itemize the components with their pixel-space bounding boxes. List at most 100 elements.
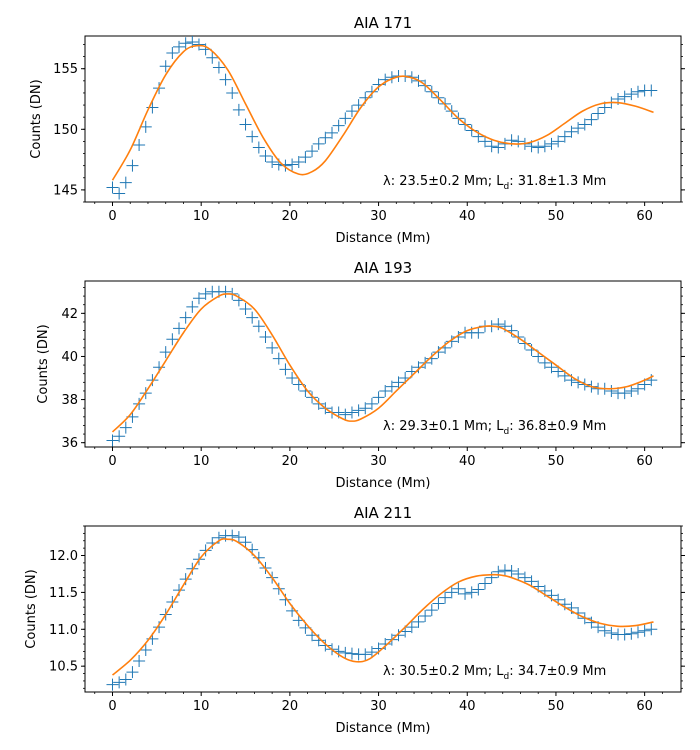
y-tick-label: 10.5 — [49, 660, 78, 675]
data-point — [119, 176, 132, 189]
data-point — [339, 646, 352, 659]
x-tick-label: 30 — [370, 209, 387, 224]
data-point — [625, 88, 638, 101]
data-point — [365, 85, 378, 98]
data-point — [645, 84, 658, 97]
data-point — [119, 421, 132, 434]
data-point — [465, 586, 478, 599]
data-point — [545, 137, 558, 150]
data-point — [126, 159, 139, 172]
data-point — [392, 629, 405, 642]
data-point — [279, 363, 292, 376]
x-tick-label: 20 — [282, 699, 299, 714]
data-point — [139, 120, 152, 133]
data-point — [379, 638, 392, 651]
data-point — [232, 531, 245, 544]
data-point — [625, 384, 638, 397]
data-point — [505, 565, 518, 578]
data-point — [232, 103, 245, 116]
fit-line — [111, 538, 654, 676]
fit-line — [111, 293, 654, 433]
data-point — [239, 536, 252, 549]
data-point — [512, 135, 525, 148]
data-point — [518, 337, 531, 350]
y-tick-label: 42 — [61, 307, 78, 322]
data-point — [332, 119, 345, 132]
data-point — [319, 639, 332, 652]
annotation-prefix: λ: 23.5±0.2 Mm; L — [383, 174, 504, 189]
data-point — [532, 141, 545, 154]
x-axis-label: Distance (Mm) — [336, 476, 431, 491]
x-tick-label: 40 — [459, 454, 476, 469]
data-point — [292, 156, 305, 169]
x-axis-label: Distance (Mm) — [336, 721, 431, 736]
data-point — [319, 131, 332, 144]
data-point — [173, 322, 186, 335]
data-point — [306, 145, 319, 158]
data-point — [538, 140, 551, 153]
panel-1: AIA 171 0 10 20 30 40 50 60 145 150 155 Distance (M… — [29, 14, 685, 246]
chart-title: AIA 193 — [354, 259, 412, 277]
data-point — [192, 292, 205, 305]
data-point — [459, 587, 472, 600]
data-point — [212, 61, 225, 74]
data-point — [252, 141, 265, 154]
data-point — [638, 624, 651, 637]
chart-title: AIA 211 — [354, 504, 412, 522]
data-point — [166, 333, 179, 346]
data-point — [618, 387, 631, 400]
data-point — [192, 38, 205, 51]
y-tick-label: 38 — [61, 393, 78, 408]
data-point — [352, 404, 365, 417]
data-point — [286, 158, 299, 171]
data-point — [339, 408, 352, 421]
data-point — [379, 384, 392, 397]
fit-parameters-annotation: λ: 30.5±0.2 Mm; Ld: 34.7±0.9 Mm — [383, 664, 606, 682]
x-tick-label: 20 — [282, 209, 299, 224]
data-point — [106, 181, 119, 194]
data-point — [272, 582, 285, 595]
data-point — [498, 564, 511, 577]
x-axis-label: Distance (Mm) — [336, 231, 431, 246]
data-point — [631, 626, 644, 639]
data-point — [345, 105, 358, 118]
data-point — [425, 604, 438, 617]
data-point — [492, 565, 505, 578]
data-point — [186, 300, 199, 313]
annotation-prefix: λ: 29.3±0.1 Mm; L — [383, 419, 504, 434]
data-point — [485, 140, 498, 153]
data-point — [312, 634, 325, 647]
data-point — [133, 655, 146, 668]
data-point — [452, 582, 465, 595]
data-point — [405, 621, 418, 634]
data-point — [565, 125, 578, 138]
data-point — [239, 303, 252, 316]
y-tick-label: 145 — [53, 183, 78, 198]
data-point — [425, 352, 438, 365]
data-point — [625, 627, 638, 640]
data-point — [631, 382, 644, 395]
data-point — [226, 86, 239, 99]
data-point — [252, 320, 265, 333]
data-point — [445, 335, 458, 348]
data-point — [266, 156, 279, 169]
data-point — [126, 666, 139, 679]
panel-3: AIA 211 0 10 20 30 40 50 60 10.5 11.0 11.5 12.0 Dist… — [24, 504, 685, 736]
data-point — [139, 643, 152, 656]
data-point — [538, 356, 551, 369]
x-tick-label: 50 — [548, 699, 565, 714]
x-tick-label: 60 — [636, 699, 653, 714]
data-point — [512, 567, 525, 580]
fit-parameters-annotation: λ: 23.5±0.2 Mm; Ld: 31.8±1.3 Mm — [383, 174, 606, 192]
data-point — [645, 623, 658, 636]
y-tick-label: 155 — [53, 62, 78, 77]
data-point — [266, 341, 279, 354]
data-point — [385, 380, 398, 393]
data-point — [545, 361, 558, 374]
data-point — [246, 130, 259, 143]
x-tick-label: 50 — [548, 454, 565, 469]
annotation-subscript: d — [504, 182, 510, 192]
panel-2: AIA 193 0 10 20 30 40 50 60 36 38 40 42 Distance (Mm… — [36, 259, 685, 491]
data-point — [572, 122, 585, 135]
annotation-suffix: : 36.8±0.9 Mm — [509, 419, 606, 434]
